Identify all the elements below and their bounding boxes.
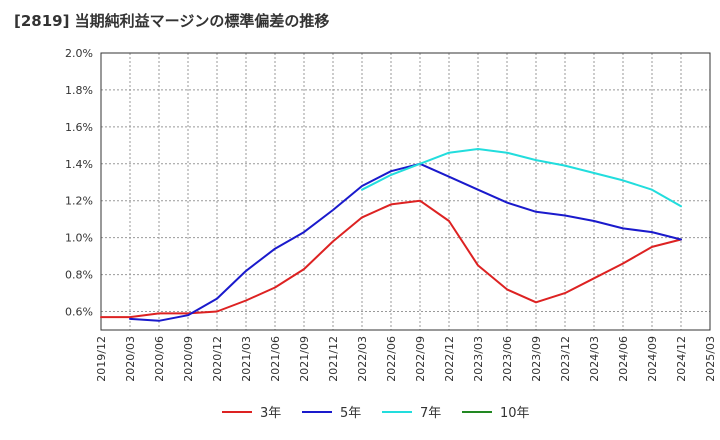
x-tick-label: 2022/03 bbox=[356, 336, 369, 382]
x-tick-label: 2020/09 bbox=[182, 336, 195, 382]
series-line bbox=[129, 162, 682, 322]
legend-label: 10年 bbox=[500, 406, 530, 421]
x-tick-label: 2023/09 bbox=[530, 336, 543, 382]
plot-border bbox=[100, 52, 711, 331]
legend-label: 7年 bbox=[420, 406, 441, 421]
x-tick-label: 2020/12 bbox=[211, 336, 224, 382]
series-line bbox=[100, 199, 682, 319]
chart-title: [2819] 当期純利益マージンの標準偏差の推移 bbox=[14, 12, 330, 30]
x-tick-label: 2024/09 bbox=[646, 336, 659, 382]
x-tick-label: 2022/06 bbox=[385, 336, 398, 382]
x-tick-label: 2021/12 bbox=[327, 336, 340, 382]
x-tick-label: 2020/03 bbox=[124, 336, 137, 382]
x-tick-label: 2022/09 bbox=[414, 336, 427, 382]
x-tick-label: 2022/12 bbox=[443, 336, 456, 382]
legend-label: 5年 bbox=[340, 406, 361, 421]
x-tick-label: 2020/06 bbox=[153, 336, 166, 382]
x-tick-label: 2021/09 bbox=[298, 336, 311, 382]
x-tick-label: 2024/12 bbox=[675, 336, 688, 382]
x-tick-label: 2024/03 bbox=[588, 336, 601, 382]
y-tick-label: 1.8% bbox=[65, 84, 93, 97]
x-tick-label: 2021/06 bbox=[269, 336, 282, 382]
x-tick-label: 2019/12 bbox=[95, 336, 108, 382]
x-tick-label: 2024/06 bbox=[617, 336, 630, 382]
y-tick-label: 0.8% bbox=[65, 269, 93, 282]
x-tick-label: 2025/03 bbox=[704, 336, 717, 382]
series-line bbox=[361, 148, 682, 208]
x-tick-label: 2023/06 bbox=[501, 336, 514, 382]
x-tick-label: 2023/03 bbox=[472, 336, 485, 382]
y-tick-label: 0.6% bbox=[65, 306, 93, 319]
y-tick-label: 1.6% bbox=[65, 121, 93, 134]
y-tick-label: 1.2% bbox=[65, 195, 93, 208]
y-tick-label: 2.0% bbox=[65, 47, 93, 60]
y-tick-label: 1.4% bbox=[65, 158, 93, 171]
x-tick-label: 2023/12 bbox=[559, 336, 572, 382]
legend-label: 3年 bbox=[260, 406, 281, 421]
x-tick-label: 2021/03 bbox=[240, 336, 253, 382]
y-tick-label: 1.0% bbox=[65, 232, 93, 245]
plot-area bbox=[101, 53, 710, 330]
